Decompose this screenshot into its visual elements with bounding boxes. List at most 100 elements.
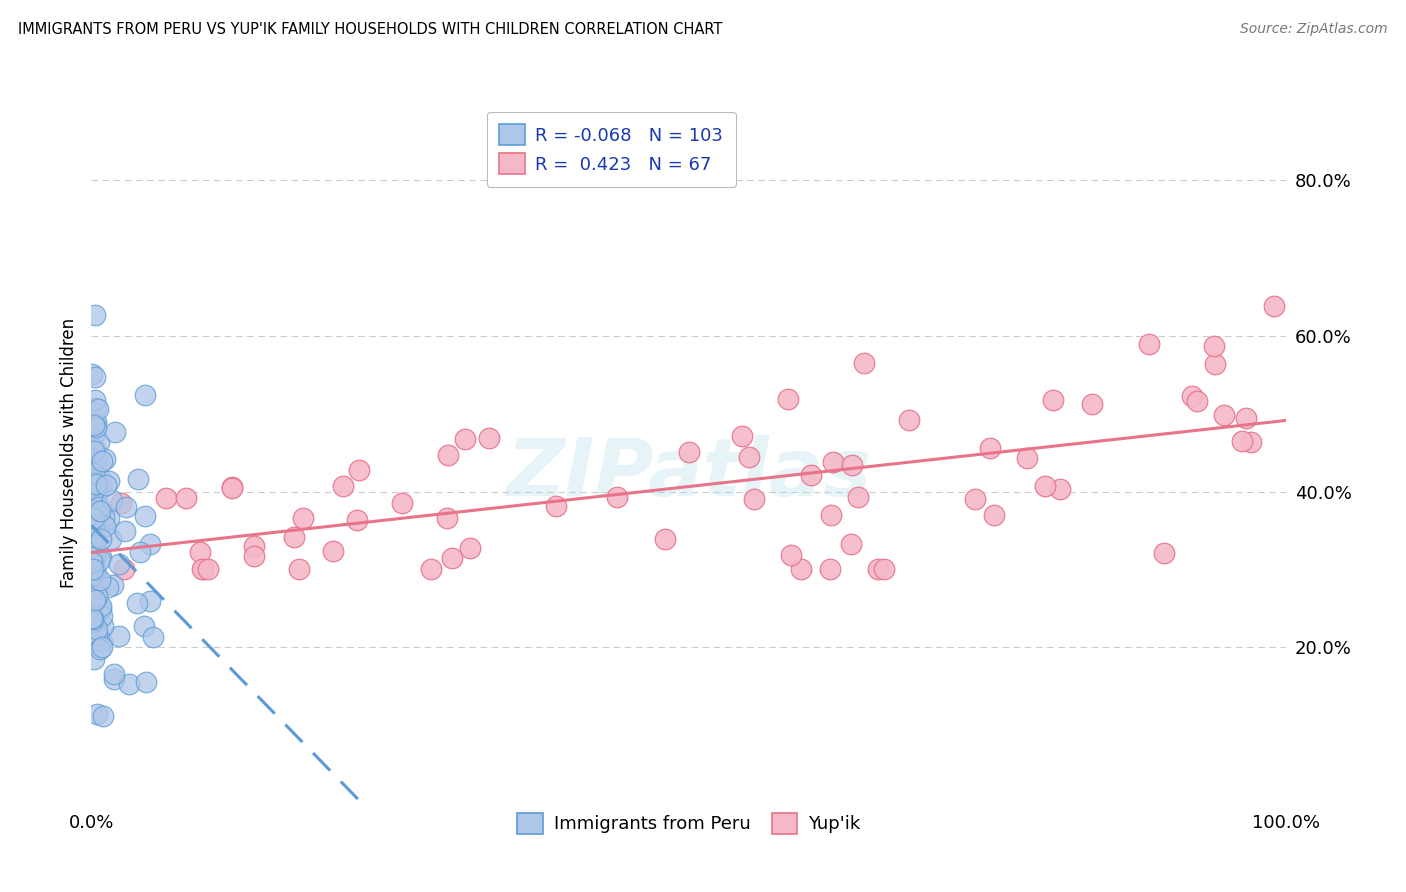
Point bbox=[93, 509, 115, 524]
Point bbox=[104, 425, 127, 439]
Point bbox=[100, 532, 122, 546]
Point bbox=[80, 549, 103, 564]
Point bbox=[90, 550, 112, 565]
Point bbox=[1187, 393, 1209, 408]
Point bbox=[291, 510, 314, 524]
Point bbox=[820, 508, 842, 522]
Point bbox=[1239, 435, 1261, 450]
Text: IMMIGRANTS FROM PERU VS YUP'IK FAMILY HOUSEHOLDS WITH CHILDREN CORRELATION CHART: IMMIGRANTS FROM PERU VS YUP'IK FAMILY HO… bbox=[18, 22, 723, 37]
Point bbox=[91, 640, 114, 654]
Point bbox=[897, 413, 920, 427]
Point bbox=[132, 619, 155, 633]
Point bbox=[436, 448, 458, 462]
Point bbox=[84, 401, 107, 415]
Point bbox=[191, 562, 214, 576]
Point bbox=[82, 562, 104, 576]
Point bbox=[135, 674, 157, 689]
Point bbox=[89, 599, 111, 614]
Point bbox=[86, 589, 108, 603]
Point bbox=[731, 428, 754, 442]
Point bbox=[82, 615, 104, 629]
Point bbox=[101, 578, 124, 592]
Point bbox=[83, 428, 105, 442]
Point bbox=[243, 539, 266, 553]
Point bbox=[89, 553, 111, 567]
Point bbox=[86, 622, 108, 636]
Point bbox=[83, 418, 105, 433]
Point bbox=[86, 450, 108, 464]
Point bbox=[86, 707, 108, 722]
Point bbox=[89, 573, 111, 587]
Point bbox=[127, 472, 149, 486]
Legend: Immigrants from Peru, Yup'ik: Immigrants from Peru, Yup'ik bbox=[505, 800, 873, 847]
Point bbox=[221, 481, 243, 495]
Point bbox=[84, 458, 107, 472]
Point bbox=[436, 511, 458, 525]
Point bbox=[776, 392, 799, 407]
Point bbox=[90, 608, 112, 623]
Point bbox=[96, 477, 118, 491]
Point bbox=[332, 479, 354, 493]
Point bbox=[87, 401, 110, 416]
Point bbox=[419, 562, 441, 576]
Point bbox=[107, 557, 129, 571]
Point bbox=[1042, 393, 1064, 408]
Point bbox=[86, 491, 108, 505]
Point bbox=[841, 458, 863, 472]
Point bbox=[84, 309, 107, 323]
Point bbox=[866, 562, 889, 576]
Point bbox=[97, 474, 120, 488]
Point bbox=[1202, 339, 1225, 353]
Point bbox=[478, 431, 501, 445]
Point bbox=[90, 481, 112, 495]
Point bbox=[821, 455, 844, 469]
Point bbox=[744, 491, 766, 506]
Point bbox=[93, 452, 115, 467]
Point bbox=[117, 676, 139, 690]
Point bbox=[90, 453, 112, 467]
Point bbox=[139, 537, 162, 551]
Point bbox=[846, 491, 869, 505]
Point bbox=[283, 530, 305, 544]
Point bbox=[188, 545, 211, 559]
Point bbox=[852, 356, 875, 370]
Point bbox=[322, 543, 344, 558]
Point bbox=[346, 513, 368, 527]
Point bbox=[1017, 450, 1039, 465]
Point bbox=[83, 613, 105, 627]
Point bbox=[86, 627, 108, 641]
Point bbox=[89, 507, 111, 521]
Point bbox=[80, 552, 103, 566]
Point bbox=[97, 511, 120, 525]
Point bbox=[1049, 483, 1071, 497]
Point bbox=[80, 452, 103, 467]
Point bbox=[84, 415, 107, 429]
Point bbox=[80, 615, 103, 629]
Point bbox=[1081, 397, 1104, 411]
Point bbox=[979, 442, 1001, 456]
Point bbox=[80, 556, 103, 570]
Point bbox=[1137, 337, 1160, 351]
Point bbox=[820, 562, 842, 576]
Text: Source: ZipAtlas.com: Source: ZipAtlas.com bbox=[1240, 22, 1388, 37]
Point bbox=[82, 450, 104, 464]
Point bbox=[94, 518, 117, 533]
Point bbox=[82, 612, 104, 626]
Point bbox=[1181, 389, 1204, 403]
Point bbox=[1213, 409, 1236, 423]
Y-axis label: Family Households with Children: Family Households with Children bbox=[59, 318, 77, 588]
Point bbox=[191, 562, 214, 576]
Point bbox=[458, 541, 481, 556]
Point bbox=[221, 481, 243, 495]
Point bbox=[1263, 299, 1285, 313]
Point bbox=[82, 479, 104, 493]
Point bbox=[84, 477, 107, 491]
Point bbox=[1232, 434, 1254, 448]
Point bbox=[101, 492, 124, 507]
Point bbox=[112, 562, 135, 576]
Point bbox=[84, 475, 107, 490]
Point bbox=[83, 511, 105, 525]
Point bbox=[86, 516, 108, 530]
Point bbox=[134, 509, 156, 524]
Point bbox=[965, 491, 987, 506]
